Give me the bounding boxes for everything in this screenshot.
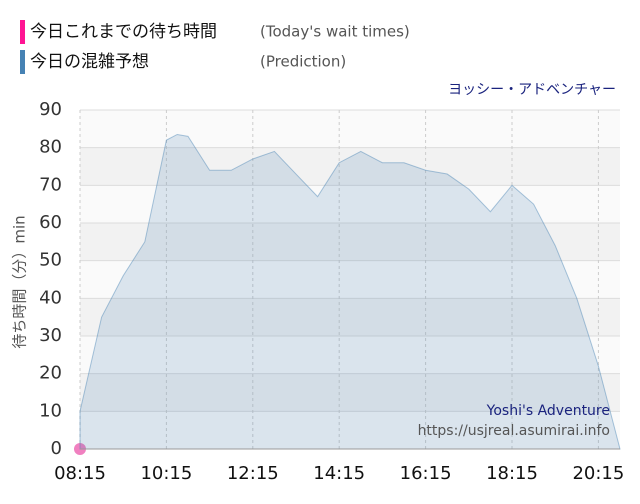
y-tick-label: 50 [39, 250, 62, 271]
x-tick-label: 18:15 [486, 463, 538, 484]
x-tick-label: 12:15 [227, 463, 279, 484]
y-tick-label: 90 [39, 99, 62, 120]
y-tick-label: 20 [39, 363, 62, 384]
x-tick-label: 08:15 [54, 463, 106, 484]
attraction-name: ヨッシー・アドベンチャー [448, 82, 616, 98]
x-tick-label: 16:15 [400, 463, 452, 484]
y-tick-label: 30 [39, 325, 62, 346]
y-tick-label: 10 [39, 400, 62, 421]
y-tick-label: 70 [39, 174, 62, 195]
x-tick-label: 10:15 [140, 463, 192, 484]
x-tick-label: 20:15 [572, 463, 624, 484]
y-tick-label: 80 [39, 137, 62, 158]
legend-sublabel: (Today's wait times) [260, 23, 410, 41]
y-tick-label: 40 [39, 287, 62, 308]
legend-label: 今日これまでの待ち時間 [30, 22, 217, 42]
watermark: Yoshi's Adventure [486, 403, 610, 419]
legend-sublabel: (Prediction) [260, 53, 346, 71]
legend-swatch [20, 20, 25, 44]
watermark-url: https://usjreal.asumirai.info [418, 423, 610, 439]
legend-label: 今日の混雑予想 [30, 52, 149, 72]
y-tick-label: 0 [51, 438, 62, 459]
area [79, 133, 621, 450]
y-tick-label: 60 [39, 212, 62, 233]
x-tick-label: 14:15 [313, 463, 365, 484]
y-axis-label: 待ち時間（分）min [11, 215, 29, 348]
legend-swatch [20, 50, 25, 74]
